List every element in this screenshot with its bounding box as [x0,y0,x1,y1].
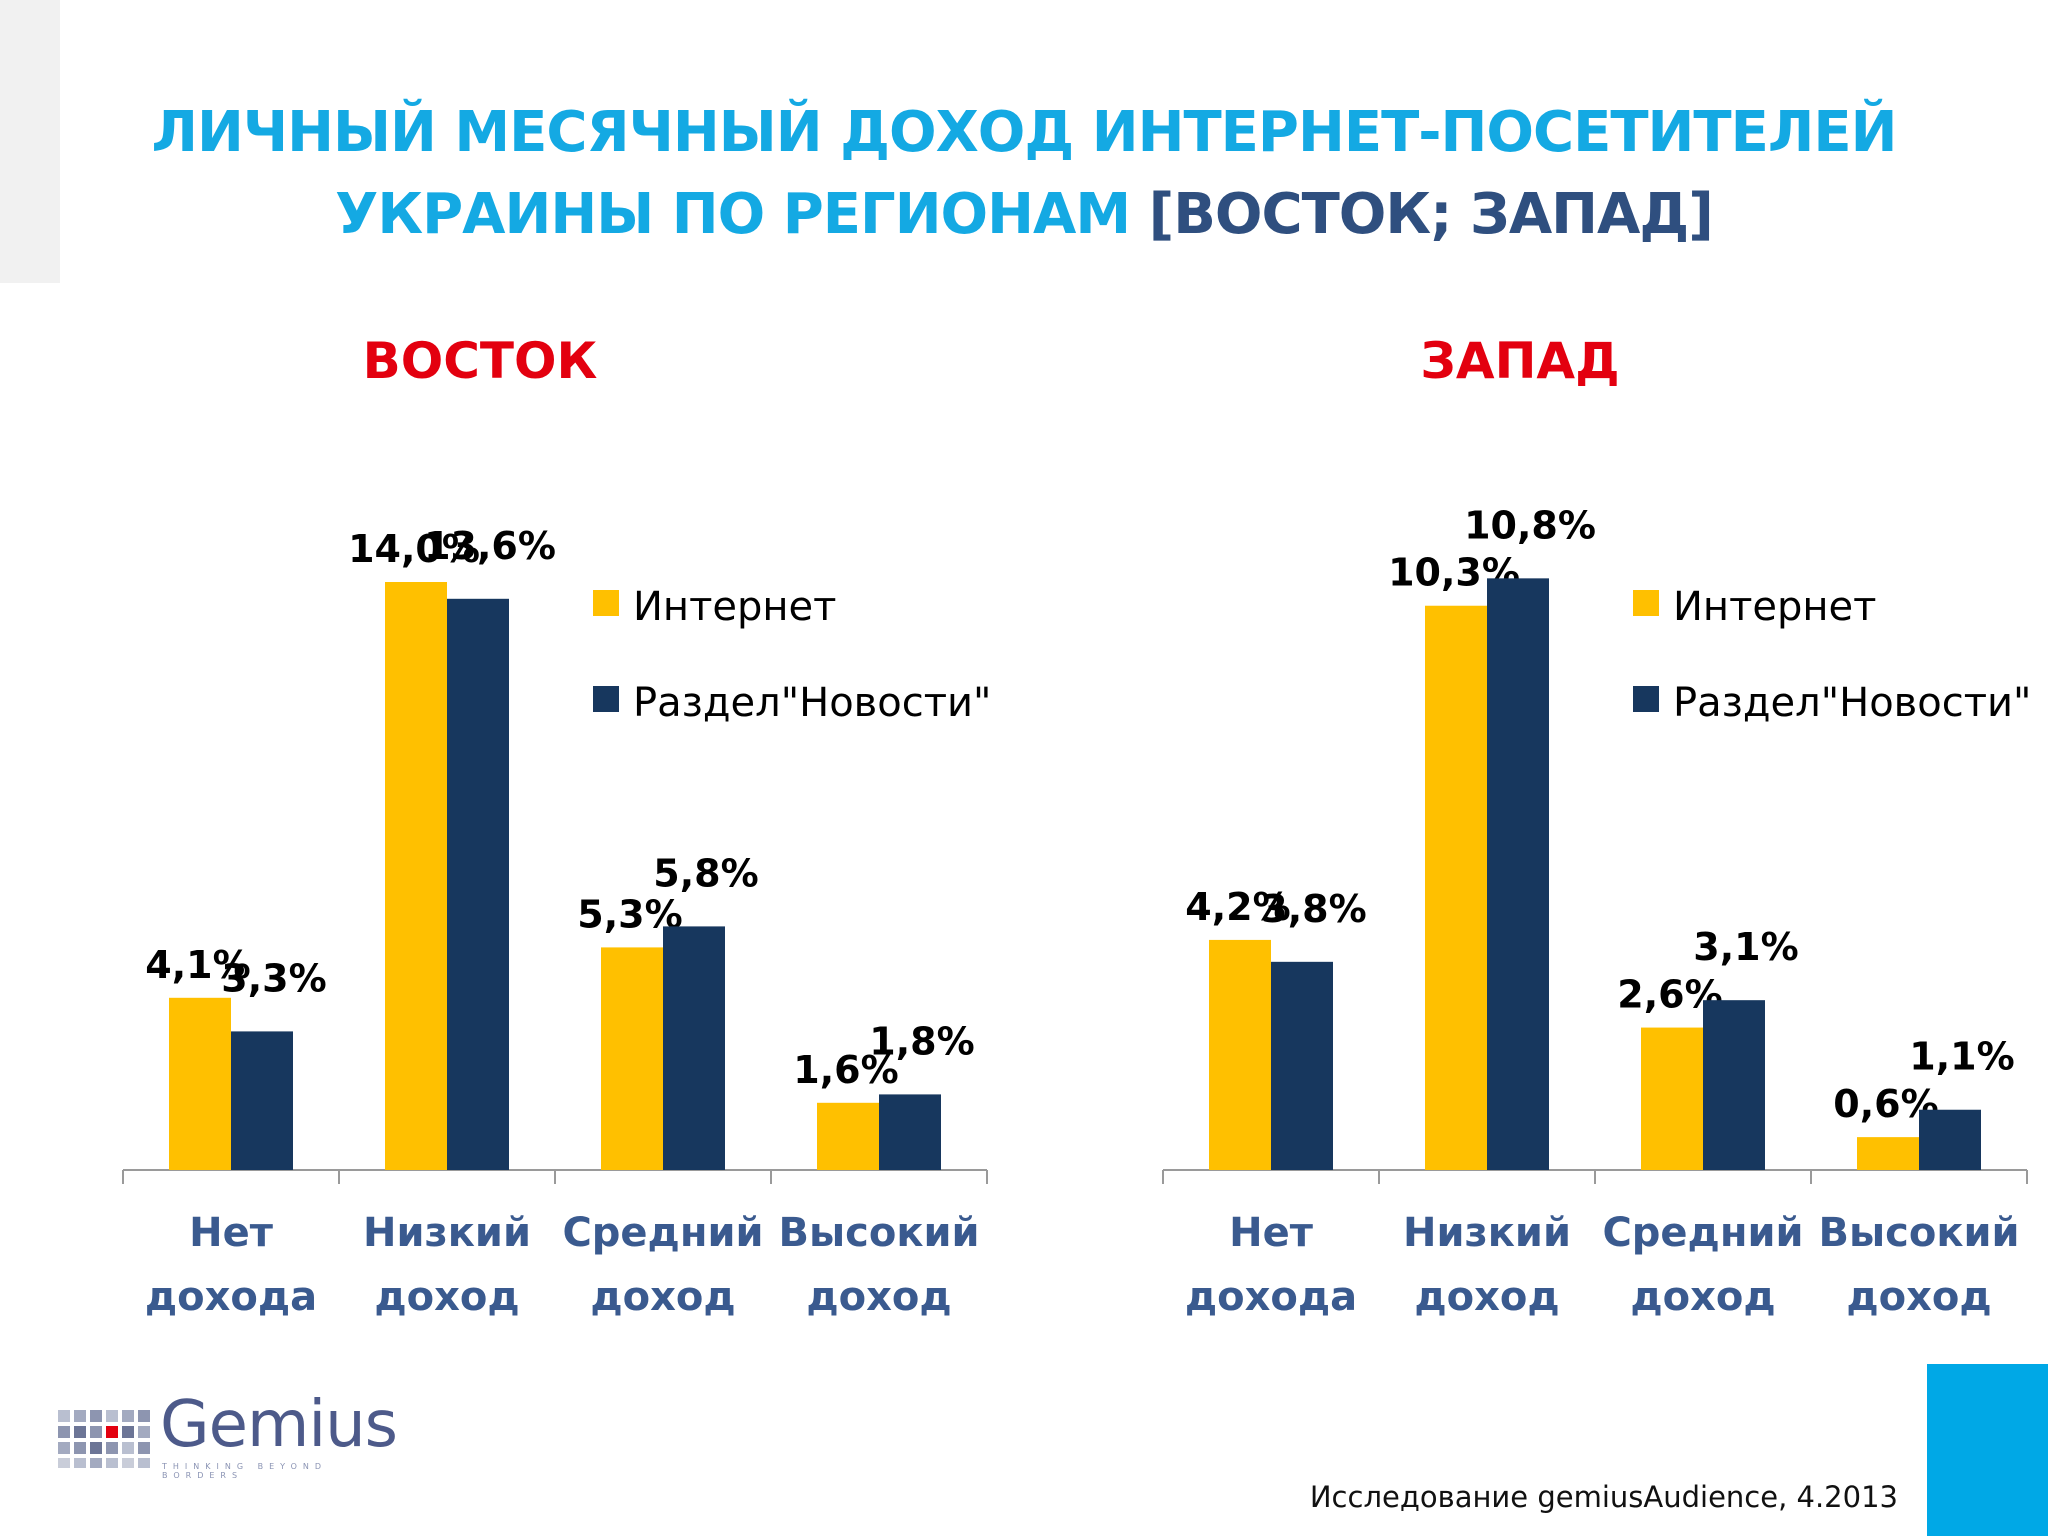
east-data-label-news-2: 5,8% [653,851,758,895]
chart-west: ЗАПАД 4,2% 3,8% Нет дохода 10,3% 10,8% Низкий до… [1115,330,2048,1360]
east-category-label-0-1: дохода [145,1274,317,1320]
east-chart-title: ВОСТОК [363,332,598,390]
east-data-label-internet-1: 14,0% [348,527,480,571]
east-data-label-news-3: 1,8% [869,1019,974,1063]
east-category-label-1-1: доход [374,1274,519,1320]
east-bar-news-0 [231,1031,293,1170]
east-bar-internet-0 [169,997,231,1170]
east-bar-internet-2 [601,947,663,1170]
chart-west-svg: ЗАПАД4,2%3,8%Нетдохода10,3%10,8%Низкийдо… [1162,332,2031,1320]
east-bar-news-1 [447,598,509,1170]
page-title-line-1: ЛИЧНЫЙ МЕСЯЧНЫЙ ДОХОД ИНТЕРНЕТ-ПОСЕТИТЕЛ… [151,100,1898,165]
chart-east: ВОСТОК 4,1% 3,3% Нет дохода 14,0% 13,6% Низкий д… [75,330,1075,1360]
west-category-label-3-1: доход [1846,1274,1991,1320]
page-title-bracket: [ВОСТОК; ЗАПАД] [1148,182,1714,247]
east-data-label-internet-0: 4,1% [145,943,250,987]
logo-wordmark: Gemius [160,1388,398,1462]
east-legend-label-0: Интернет [633,584,836,630]
west-bar-internet-3 [1857,1137,1919,1170]
east-category-label-3-0: Высокий [778,1210,979,1256]
west-chart-title: ЗАПАД [1420,332,1619,390]
west-data-label-internet-0: 4,2% [1185,885,1290,929]
west-legend-label-1: Раздел"Новости" [1673,680,2031,726]
west-category-label-2-0: Средний [1602,1210,1803,1256]
chart-east-svg: ВОСТОК 4,1%3,3% Нет дохода 14,0%13,6% Низкий д… [122,332,991,1320]
west-bar-news-0 [1271,961,1333,1170]
west-bar-news-3 [1919,1109,1981,1170]
east-category-label-3-1: доход [806,1274,951,1320]
east-bar-internet-3 [817,1102,879,1170]
west-data-label-news-2: 3,1% [1693,925,1798,969]
west-data-label-news-3: 1,1% [1909,1035,2014,1079]
source-note: Исследование gemiusAudience, 4.2013 [1309,1480,1898,1514]
logo-grid-icon [58,1410,150,1468]
east-legend-swatch-1 [593,686,619,712]
west-bar-internet-2 [1641,1027,1703,1170]
west-data-label-news-1: 10,8% [1464,503,1596,547]
logo-tagline: THINKING BEYOND BORDERS [162,1462,328,1480]
west-category-label-1-0: Низкий [1403,1210,1571,1256]
corner-accent [1927,1364,2048,1536]
east-bar-news-3 [879,1094,941,1170]
west-legend-swatch-0 [1633,590,1659,616]
west-bar-internet-1 [1425,605,1487,1170]
corner-decoration [0,0,60,283]
east-legend-label-1: Раздел"Новости" [633,680,991,726]
west-legend-swatch-1 [1633,686,1659,712]
east-data-label-news-1: 13,6% [424,524,556,568]
west-category-label-0-0: Нет [1229,1210,1314,1256]
page-title-line-2: УКРАИНЫ ПО РЕГИОНАМ [ВОСТОК; ЗАПАД] [0,174,2048,256]
west-bar-news-2 [1703,1000,1765,1170]
west-category-label-0-1: дохода [1185,1274,1357,1320]
gemius-logo: Gemius THINKING BEYOND BORDERS [56,1388,398,1480]
east-data-label-news-0: 3,3% [221,956,326,1000]
east-bar-news-2 [663,926,725,1170]
east-category-label-0-0: Нет [189,1210,274,1256]
east-data-label-internet-3: 1,6% [793,1048,898,1092]
east-category-label-2-0: Средний [562,1210,763,1256]
east-category-label-1-0: Низкий [363,1210,531,1256]
page-title: ЛИЧНЫЙ МЕСЯЧНЫЙ ДОХОД ИНТЕРНЕТ-ПОСЕТИТЕЛ… [0,92,2048,256]
east-legend-swatch-0 [593,590,619,616]
east-bar-internet-1 [385,582,447,1170]
west-bar-news-1 [1487,578,1549,1170]
page-title-line-2-main: УКРАИНЫ ПО РЕГИОНАМ [335,182,1149,247]
west-data-label-news-0: 3,8% [1261,887,1366,931]
west-bar-internet-0 [1209,939,1271,1170]
west-category-label-3-0: Высокий [1818,1210,2019,1256]
west-legend-label-0: Интернет [1673,584,1876,630]
east-category-label-2-1: доход [590,1274,735,1320]
west-category-label-2-1: доход [1630,1274,1775,1320]
west-category-label-1-1: доход [1414,1274,1559,1320]
